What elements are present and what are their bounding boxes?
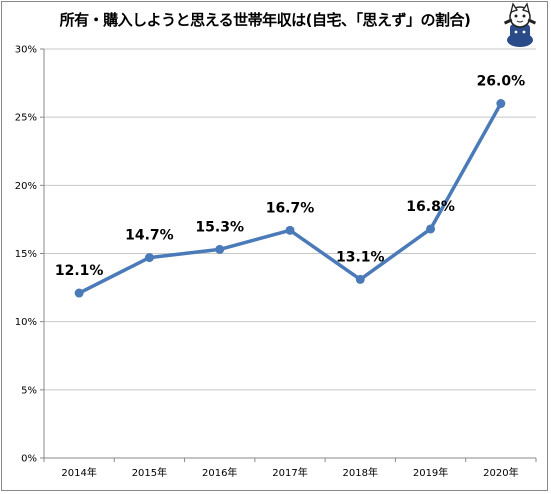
chart-title: 所有・購入しようと思える世帯年収は(自宅、「思えず」の割合) [59,11,471,29]
ytick-label: 25% [15,113,37,124]
ytick-label: 20% [15,181,37,192]
xtick-label: 2018年 [343,466,378,479]
xtick-label: 2015年 [132,466,167,479]
data-point [285,225,295,235]
data-point [355,274,365,284]
data-label: 13.1% [336,249,385,265]
xtick-label: 2019年 [413,466,448,479]
xtick-label: 2014年 [61,466,96,479]
ytick-label: 10% [15,317,37,328]
ytick-label: 15% [15,249,37,260]
data-label: 26.0% [477,74,526,90]
cat-mascot-icon [503,2,537,47]
data-point [144,253,154,263]
data-point [215,244,225,254]
grid-lines [44,48,536,391]
x-tick-labels: 2014年 2015年 2016年 2017年 2018年 2019年 2020年 [61,466,518,479]
data-label: 12.1% [55,263,104,279]
data-point [426,224,436,234]
data-points [74,99,506,298]
axes [40,48,537,462]
y-tick-labels: 0% 5% 10% 15% 20% 25% 30% [15,45,37,465]
data-label: 14.7% [125,228,174,244]
data-point [496,99,506,109]
data-label: 16.7% [266,200,315,216]
ytick-label: 30% [15,45,37,56]
ytick-label: 0% [21,454,37,465]
ytick-label: 5% [21,385,37,396]
data-label: 15.3% [195,219,244,235]
data-point [74,288,84,298]
xtick-label: 2020年 [483,466,518,479]
xtick-label: 2016年 [202,466,237,479]
xtick-label: 2017年 [272,466,307,479]
data-labels: 12.1% 14.7% 15.3% 16.7% 13.1% 16.8% 26.0% [55,74,525,280]
data-label: 16.8% [406,199,455,215]
